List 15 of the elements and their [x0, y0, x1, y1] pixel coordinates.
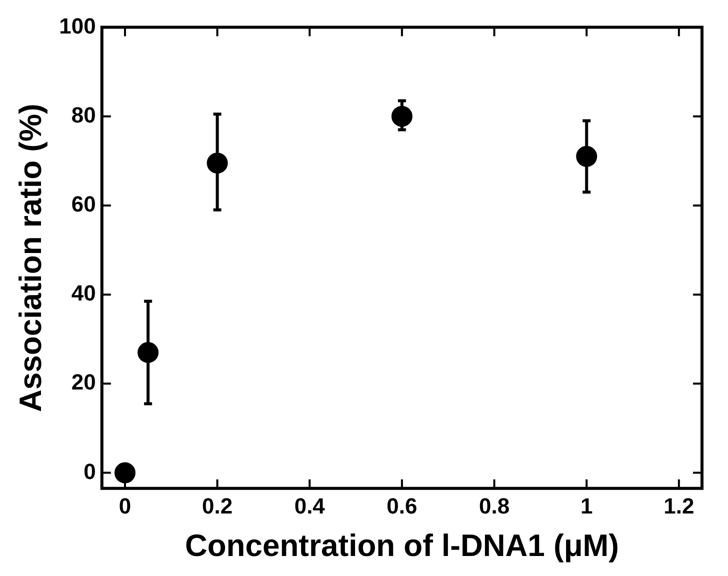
y-axis-title: Association ratio (%)	[13, 104, 48, 412]
y-tick-label: 20	[71, 370, 96, 395]
y-tick-label: 0	[84, 458, 96, 484]
y-tick-label: 40	[71, 280, 96, 306]
x-tick-label: 1	[580, 494, 593, 519]
x-tick-label: 0.2	[202, 494, 233, 519]
x-tick-label: 0.6	[386, 494, 418, 519]
x-axis-title: Concentration of l-DNA1 (μM)	[184, 528, 619, 563]
x-tick-label: 0.4	[294, 494, 326, 519]
x-tick-label: 1.2	[664, 494, 694, 519]
y-tick-label: 60	[71, 192, 96, 217]
x-tick-label: 0.8	[478, 494, 510, 519]
x-tick-label: 0	[118, 494, 132, 519]
y-tick-label: 80	[71, 102, 96, 128]
y-tick-label: 100	[59, 13, 96, 38]
